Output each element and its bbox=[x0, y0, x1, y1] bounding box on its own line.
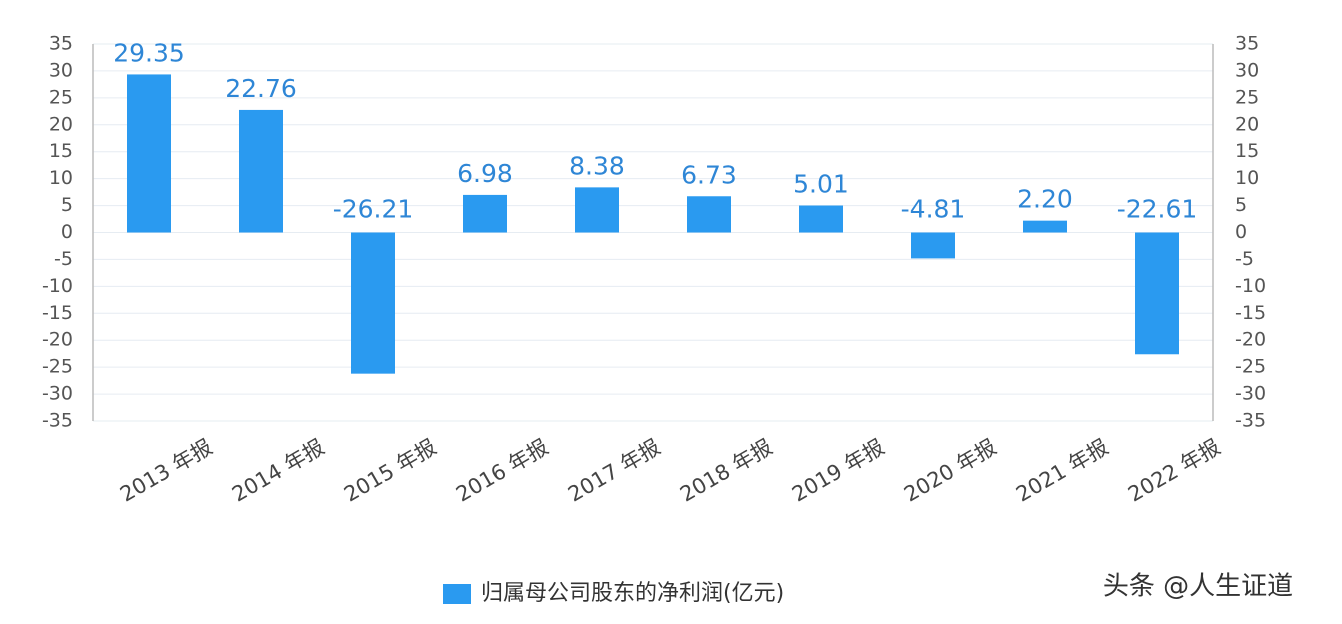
y2-tick-label: -35 bbox=[1235, 410, 1266, 432]
y2-tick-label: 10 bbox=[1235, 167, 1259, 189]
bar bbox=[1023, 220, 1067, 233]
value-label: 6.73 bbox=[681, 160, 737, 189]
y-tick-label: 20 bbox=[49, 113, 73, 135]
y-tick-label: 15 bbox=[49, 140, 73, 162]
bar bbox=[351, 232, 395, 374]
y2-tick-label: -20 bbox=[1235, 329, 1266, 351]
watermark: 头条 @人生证道 bbox=[1103, 572, 1293, 602]
value-label: 22.76 bbox=[225, 74, 297, 103]
y2-tick-label: 15 bbox=[1235, 140, 1259, 162]
bar bbox=[1135, 232, 1179, 355]
y2-tick-label: 0 bbox=[1235, 221, 1247, 243]
value-label: 29.35 bbox=[113, 38, 185, 67]
value-label: 6.98 bbox=[457, 159, 513, 188]
bar bbox=[687, 196, 731, 233]
value-label: -22.61 bbox=[1117, 195, 1198, 224]
y-tick-label: -30 bbox=[42, 383, 73, 405]
y-tick-label: 10 bbox=[49, 167, 73, 189]
y-tick-label: 5 bbox=[61, 194, 73, 216]
value-label: 8.38 bbox=[569, 151, 625, 180]
y-tick-label: -10 bbox=[42, 275, 73, 297]
y2-tick-label: -10 bbox=[1235, 275, 1266, 297]
value-label: 5.01 bbox=[793, 170, 849, 199]
y-tick-label: 25 bbox=[49, 86, 73, 108]
y2-tick-label: -30 bbox=[1235, 383, 1266, 405]
value-label: -26.21 bbox=[333, 195, 414, 224]
legend-swatch bbox=[443, 584, 471, 604]
y2-tick-label: 5 bbox=[1235, 194, 1247, 216]
y-tick-label: -25 bbox=[42, 356, 73, 378]
value-label: 2.20 bbox=[1017, 185, 1073, 214]
bar bbox=[239, 109, 283, 233]
y-tick-label: 30 bbox=[49, 59, 73, 81]
y2-tick-label: -25 bbox=[1235, 356, 1266, 378]
bar bbox=[463, 194, 507, 233]
y-tick-label: -5 bbox=[54, 248, 73, 270]
bar bbox=[911, 232, 955, 259]
y-tick-label: -35 bbox=[42, 410, 73, 432]
y2-tick-label: -5 bbox=[1235, 248, 1254, 270]
legend-label: 归属母公司股东的净利润(亿元) bbox=[481, 581, 784, 606]
bar bbox=[799, 205, 843, 233]
y-tick-label: -15 bbox=[42, 302, 73, 324]
y-tick-label: 35 bbox=[49, 33, 73, 55]
y2-tick-label: 35 bbox=[1235, 33, 1259, 55]
bar bbox=[127, 74, 171, 233]
y2-tick-label: 30 bbox=[1235, 59, 1259, 81]
y2-tick-label: 20 bbox=[1235, 113, 1259, 135]
y2-tick-label: 25 bbox=[1235, 86, 1259, 108]
y-tick-label: 0 bbox=[61, 221, 73, 243]
bar bbox=[575, 187, 619, 233]
y-tick-label: -20 bbox=[42, 329, 73, 351]
y2-tick-label: -15 bbox=[1235, 302, 1266, 324]
value-label: -4.81 bbox=[901, 195, 966, 224]
